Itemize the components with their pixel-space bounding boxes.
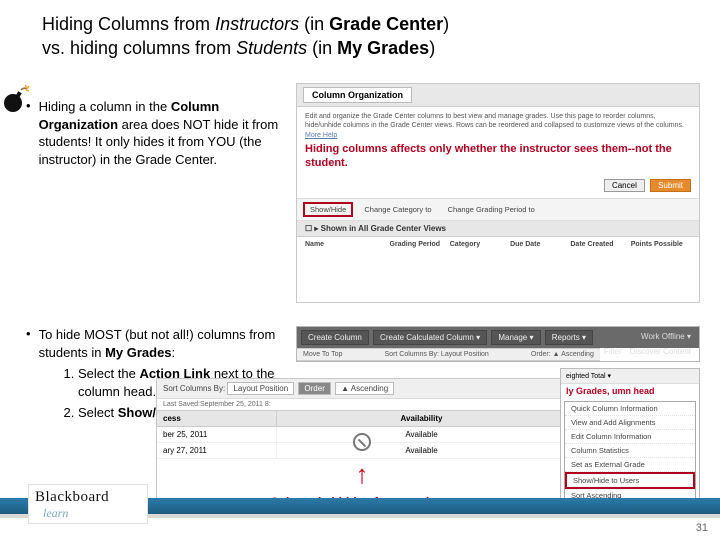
order-pill[interactable]: Order [298,382,330,395]
col-due: Due Date [510,241,570,248]
col-name: Name [305,241,389,248]
column-headers: Name Grading Period Category Due Date Da… [297,237,699,250]
t: (in [299,14,329,34]
col-created: Date Created [570,241,630,248]
col-category: Category [450,241,510,248]
table-header: cess Availability [157,410,567,427]
sort-toolbar: Sort Columns By: Layout Position Order ▲… [157,379,567,399]
cell: Available [277,427,567,442]
last-saved-label: Last Saved:September 25, 2011 8: [157,399,567,410]
submit-button[interactable]: Submit [650,179,691,192]
col-period: Grading Period [389,241,449,248]
menu-item[interactable]: View and Add Alignments [565,416,695,430]
toolbar: Show/Hide Change Category to Change Grad… [297,198,699,221]
menu-item[interactable]: Quick Column Information [565,402,695,416]
t: Instructors [215,14,299,34]
arrow-up-icon: ↑ [356,459,369,490]
t: My Grades [337,38,429,58]
annotation-red-2: ly Grades, umn head [561,384,699,401]
bullet-1: • Hiding a column in the Column Organiza… [26,98,286,168]
cell: ary 27, 2011 [157,443,277,458]
t: Hiding a column in the [39,99,171,114]
menu-item-show-hide[interactable]: Show/Hide to Users [565,472,695,489]
sort-label: Sort Columns By: [163,384,225,393]
bullet-2-text: To hide MOST (but not all!) columns from… [39,326,282,361]
screenshot-hidden-column: Sort Columns By: Layout Position Order ▲… [156,378,568,514]
cell: ber 25, 2011 [157,427,277,442]
t: (in [307,38,337,58]
slide-title: Hiding Columns from Instructors (in Grad… [42,12,700,61]
menu-item[interactable]: Set as External Grade [565,458,695,472]
change-category-pill[interactable]: Change Category to [359,204,436,215]
t: vs. hiding columns from [42,38,236,58]
title-line2: vs. hiding columns from Students (in My … [42,38,435,58]
column-head[interactable]: eighted Total ▾ [561,369,699,384]
change-period-pill[interactable]: Change Grading Period to [443,204,540,215]
t: Students [236,38,307,58]
move-to-top[interactable]: Move To Top [303,351,342,358]
logo-text-2: learn [29,506,147,525]
manage-button[interactable]: Manage ▾ [491,330,540,345]
sort-columns-label[interactable]: Sort Columns By: Layout Position [385,351,489,358]
cell: Available [277,443,567,458]
menu-item[interactable]: Edit Column Information [565,430,695,444]
dialog-buttons: Cancel Submit [297,177,699,198]
ascending-pill[interactable]: ▲ Ascending [335,382,394,395]
cancel-button[interactable]: Cancel [604,179,645,192]
context-menu: Quick Column Information View and Add Al… [564,401,696,504]
work-offline-button[interactable]: Work Offline ▾ [637,330,695,343]
screenshot-grade-center-toolbar: Create Column Create Calculated Column ▾… [296,326,700,362]
bullet-1-text: Hiding a column in the Column Organizati… [39,98,286,168]
page-number: 31 [696,522,708,534]
logo-text-1: Blackboard [29,485,147,506]
section-header: ☐ ▸ Shown in All Grade Center Views [297,221,699,237]
tab-bar: Column Organization [297,84,699,107]
t: Select [78,405,118,420]
discover-content-button[interactable]: Discover Content [626,345,695,358]
create-column-button[interactable]: Create Column [301,330,369,345]
title-line1: Hiding Columns from Instructors (in Grad… [42,14,449,34]
annotation-red: Hiding columns affects only whether the … [297,139,699,177]
t: My Grades [105,345,171,360]
reports-button[interactable]: Reports ▾ [545,330,593,345]
hidden-icon [353,433,371,451]
menu-item[interactable]: Column Statistics [565,444,695,458]
col-access: cess [157,411,277,426]
layout-position-pill[interactable]: Layout Position [227,382,294,395]
t: Hiding Columns from [42,14,215,34]
show-hide-pill[interactable]: Show/Hide [303,202,353,217]
screenshot-column-organization: Column Organization Edit and organize th… [296,83,700,303]
t: ) [429,38,435,58]
blackboard-logo: Blackboard learn [28,484,148,524]
t: : [172,345,176,360]
screenshot-context-menu: eighted Total ▾ ly Grades, umn head Quic… [560,368,700,508]
create-calc-column-button[interactable]: Create Calculated Column ▾ [373,330,487,345]
nav-bar: Create Column Create Calculated Column ▾… [297,327,699,348]
bullet-mark: • [26,326,31,341]
t: Shown in All Grade Center Views [321,224,446,233]
order-label[interactable]: Order: ▲ Ascending [531,351,594,358]
t: Select the [78,366,139,381]
panel-description: Edit and organize the Grade Center colum… [297,107,699,132]
sub-toolbar: Move To Top Sort Columns By: Layout Posi… [297,348,600,361]
t: Grade Center [329,14,443,34]
bullet-mark: • [26,98,31,113]
t: ) [443,14,449,34]
col-points: Points Possible [631,241,691,248]
more-help-link[interactable]: More Help [297,132,699,139]
col-availability: Availability [277,411,567,426]
filter-button[interactable]: Filter [600,345,626,358]
tab-column-organization[interactable]: Column Organization [303,87,412,103]
